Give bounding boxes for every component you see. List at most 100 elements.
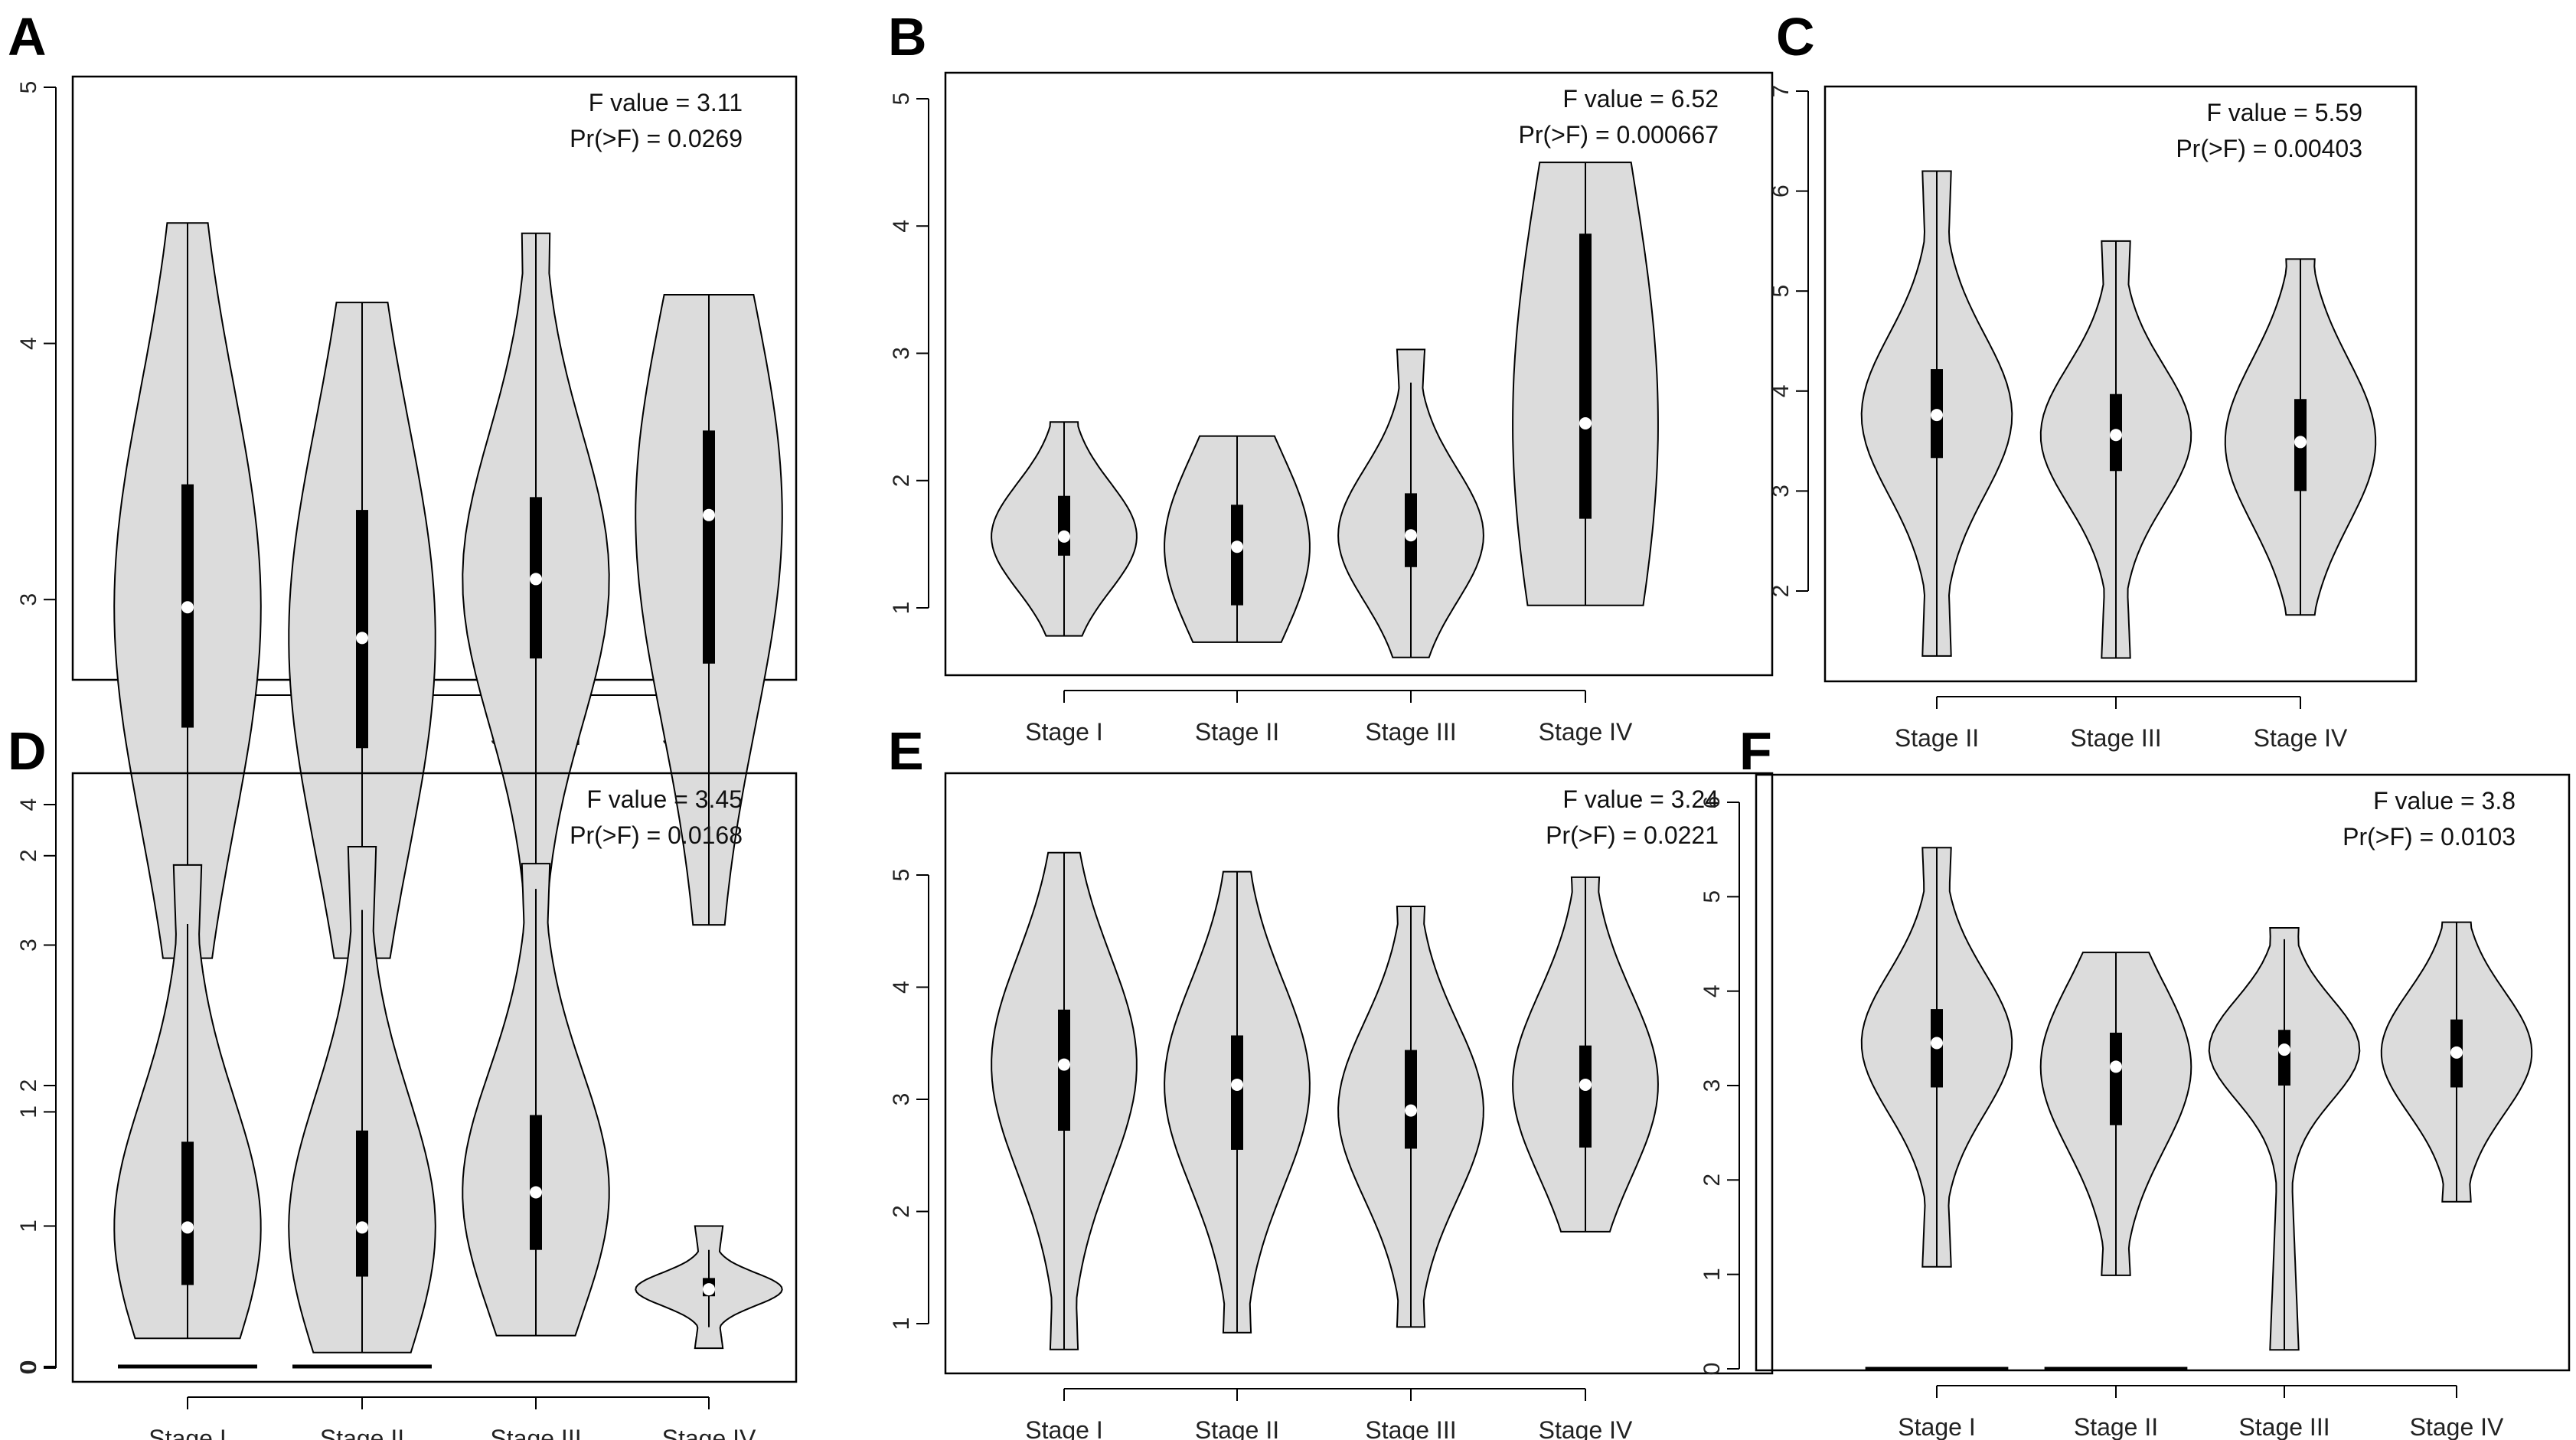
violin-stage-ii (1164, 435, 1311, 643)
y-tick-label: 2 (1699, 1174, 1725, 1187)
y-tick-label: 4 (1699, 984, 1725, 998)
x-tick-label: Stage III (2238, 1413, 2330, 1440)
violin-stage-iii (2039, 240, 2192, 659)
iqr-box (2278, 1030, 2290, 1086)
iqr-box (2110, 1032, 2122, 1125)
panel-f: F 0 1 2 3 4 5 6 Stage I Stage II Stage III Stage IV… (1699, 721, 2571, 1440)
violin-stage-i (113, 864, 262, 1369)
iqr-box (1231, 1035, 1243, 1150)
y-tick-label: 1 (889, 1318, 914, 1331)
panel-label: E (888, 721, 924, 781)
x-tick-label: Stage I (1025, 718, 1102, 746)
y-tick-label: 5 (889, 869, 914, 882)
violin-stage-i (1860, 847, 2013, 1371)
violin-stage-ii (288, 302, 436, 959)
y-tick-label: 2 (16, 849, 41, 862)
plot-frame (944, 772, 1774, 1375)
x-tick-label: Stage I (1025, 1416, 1102, 1440)
median-point (181, 601, 194, 614)
iqr-box (356, 1130, 368, 1277)
x-tick-label: Stage IV (662, 1425, 756, 1440)
median-point (703, 508, 715, 521)
panel-d: D 0 1 2 3 4 Stage I Stage II Stage III Stage IV F … (8, 721, 798, 1440)
iqr-box (1579, 1045, 1592, 1148)
panel-label: C (1776, 7, 1815, 67)
median-point (1579, 416, 1592, 429)
iqr-box (181, 1141, 194, 1285)
panel-e: E 1 2 3 4 5 Stage I Stage II Stage III Stage IV F … (888, 721, 1774, 1440)
p-value-text: Pr(>F) = 0.0168 (570, 821, 743, 849)
y-tick-label: 1 (1699, 1268, 1725, 1281)
panel-b: B 1 2 3 4 5 Stage I Stage II Stage III Stage IV F … (888, 7, 1774, 746)
x-tick-label: Stage IV (1539, 1416, 1633, 1440)
y-tick-label: 6 (1699, 796, 1725, 809)
y-tick-label: 3 (1699, 1079, 1725, 1092)
iqr-box (703, 430, 715, 664)
x-tick-label: Stage III (490, 1425, 581, 1440)
x-tick-label: Stage III (1365, 718, 1456, 746)
violin-stage-ii (1860, 170, 2013, 657)
y-tick-label: 5 (1699, 890, 1725, 903)
median-point (2294, 436, 2307, 449)
y-tick-label: 2 (889, 1205, 914, 1218)
median-point (1931, 1037, 1943, 1050)
violin-stage-ii (2039, 952, 2192, 1371)
median-point (1058, 1058, 1070, 1071)
median-point (1231, 1078, 1243, 1091)
median-point (356, 1221, 368, 1234)
median-point (1058, 530, 1070, 543)
x-tick-label: Stage II (1895, 724, 1979, 752)
median-point (181, 1221, 194, 1234)
panel-label: B (888, 7, 927, 67)
p-value-text: Pr(>F) = 0.0269 (570, 125, 743, 152)
panel-c: C 2 3 4 5 6 7 Stage II Stage III Stage IV F value … (1768, 7, 2418, 752)
y-tick-label: 3 (16, 939, 41, 952)
x-tick-label: Stage II (1195, 718, 1279, 746)
plot-frame (71, 772, 798, 1383)
y-tick-label: 5 (1768, 285, 1794, 298)
p-value-text: Pr(>F) = 0.0103 (2343, 823, 2516, 851)
iqr-box (1405, 1050, 1417, 1149)
median-point (1579, 1078, 1592, 1091)
median-point (530, 573, 542, 586)
iqr-box (1231, 504, 1243, 606)
f-value-text: F value = 3.45 (586, 785, 743, 813)
median-point (2110, 1060, 2122, 1073)
x-tick-label: Stage II (320, 1425, 404, 1440)
y-tick-label: 4 (16, 798, 41, 811)
y-tick-label: 1 (16, 1220, 41, 1233)
iqr-box (530, 1115, 542, 1250)
x-tick-label: Stage I (1898, 1413, 1975, 1440)
x-tick-label: Stage III (2070, 724, 2161, 752)
y-tick-label: 0 (1699, 1363, 1725, 1376)
iqr-box (1058, 495, 1070, 556)
y-tick-label: 4 (1768, 384, 1794, 397)
violin-stage-ii (288, 846, 436, 1369)
y-tick-label: 4 (889, 220, 914, 233)
x-tick-label: Stage IV (2410, 1413, 2504, 1440)
violin-stage-iv (635, 294, 783, 926)
median-point (1231, 540, 1243, 553)
x-tick-label: Stage IV (1539, 718, 1633, 746)
f-value-text: F value = 6.52 (1562, 85, 1719, 113)
panel-label: D (8, 721, 47, 781)
violin-stage-i (113, 222, 262, 959)
y-tick-label: 4 (16, 337, 41, 350)
y-tick-label: 2 (16, 1079, 41, 1092)
x-tick-label: Stage II (1195, 1416, 1279, 1440)
median-point (530, 1186, 542, 1199)
plot-frame (1823, 85, 2418, 683)
x-tick-label: Stage IV (2254, 724, 2348, 752)
violin-stage-iii (1337, 348, 1484, 658)
median-point (2450, 1046, 2463, 1059)
violin-stage-iv (2224, 258, 2377, 616)
median-point (356, 632, 368, 645)
f-value-text: F value = 3.8 (2373, 787, 2516, 815)
x-tick-label: Stage I (149, 1425, 226, 1440)
y-tick-label: 5 (889, 93, 914, 106)
violin-stage-iv (1512, 162, 1659, 606)
violin-stage-i (991, 421, 1138, 637)
y-tick-label: 1 (16, 1105, 41, 1118)
y-tick-label: 3 (1768, 485, 1794, 498)
